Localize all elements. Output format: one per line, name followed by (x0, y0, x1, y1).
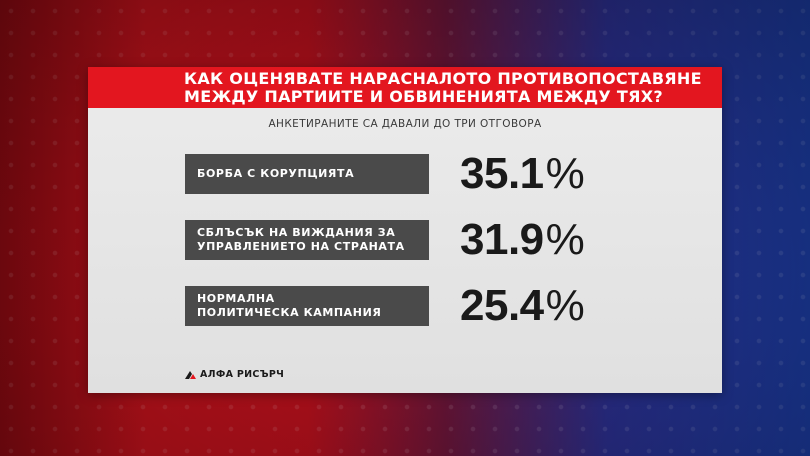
answer-label-3-text: НОРМАЛНА ПОЛИТИЧЕСКА КАМПАНИЯ (197, 292, 382, 319)
title-line-1: КАК ОЦЕНЯВАТЕ НАРАСНАЛОТО ПРОТИВОПОСТАВЯ… (184, 69, 702, 88)
subtitle: АНКЕТИРАНИТЕ СА ДАВАЛИ ДО ТРИ ОТГОВОРА (268, 118, 542, 130)
answer-value-3-unit: % (545, 281, 585, 330)
answer-label-1-text: БОРБА С КОРУПЦИЯТА (197, 167, 355, 180)
alpha-research-logo-icon (185, 370, 196, 379)
answer-value-2-number: 31.9 (460, 215, 544, 264)
poll-card: КАК ОЦЕНЯВАТЕ НАРАСНАЛОТО ПРОТИВОПОСТАВЯ… (88, 67, 722, 393)
answer-value-1: 35.1% (460, 149, 620, 198)
source-name: АЛФА РИСЪРЧ (200, 369, 285, 380)
answer-value-1-number: 35.1 (460, 149, 544, 198)
answer-value-2-unit: % (545, 215, 585, 264)
answer-value-1-unit: % (545, 149, 585, 198)
source-logo: АЛФА РИСЪРЧ (184, 369, 284, 380)
answer-label-1: БОРБА С КОРУПЦИЯТА (185, 154, 429, 194)
card-header: КАК ОЦЕНЯВАТЕ НАРАСНАЛОТО ПРОТИВОПОСТАВЯ… (88, 67, 722, 108)
answer-value-3: 25.4% (460, 281, 620, 330)
answer-label-2: СБЛЪСЪК НА ВИЖДАНИЯ ЗА УПРАВЛЕНИЕТО НА С… (185, 220, 429, 260)
answer-value-3-number: 25.4 (460, 281, 544, 330)
answer-label-3: НОРМАЛНА ПОЛИТИЧЕСКА КАМПАНИЯ (185, 286, 429, 326)
answer-value-2: 31.9% (460, 215, 620, 264)
answer-label-2-text: СБЛЪСЪК НА ВИЖДАНИЯ ЗА УПРАВЛЕНИЕТО НА С… (197, 226, 405, 253)
title-line-2: МЕЖДУ ПАРТИИТЕ И ОБВИНЕНИЯТА МЕЖДУ ТЯХ? (184, 87, 663, 106)
